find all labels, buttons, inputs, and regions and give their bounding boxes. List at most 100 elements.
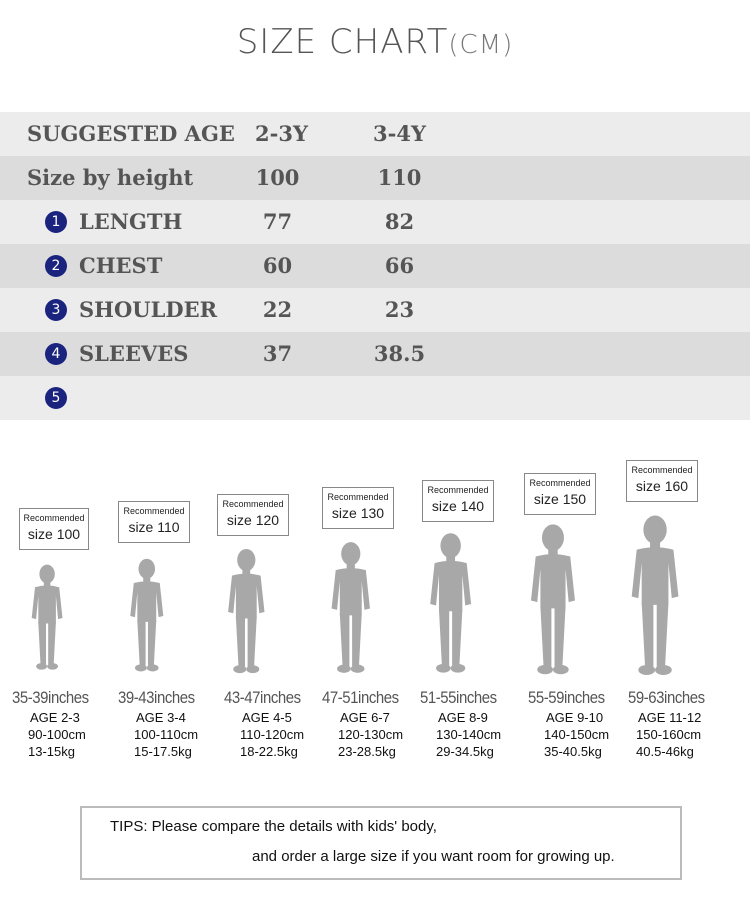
tips-line-2: and order a large size if you want room …: [252, 848, 615, 865]
recommended-label: Recommended: [631, 465, 693, 475]
title-unit: (CM): [448, 30, 514, 60]
size-info: 47-51inches AGE 6-7 120-130cm 23-28.5kg: [322, 688, 409, 759]
header-value-2: 3-4Y: [373, 121, 426, 146]
size-info: 43-47inches AGE 4-5 110-120cm 18-22.5kg: [224, 688, 311, 759]
recommended-size-box: Recommended size 150: [524, 473, 596, 515]
height-label: Size by height: [27, 165, 194, 190]
weight-kg: 40.5-46kg: [636, 744, 694, 759]
table-row: 1 LENGTH 77 82: [0, 200, 750, 244]
header-value-1: 2-3Y: [255, 121, 308, 146]
recommended-size-box: Recommended size 130: [322, 487, 394, 529]
weight-kg: 13-15kg: [28, 744, 75, 759]
tips-line-1: TIPS: Please compare the details with ki…: [110, 818, 437, 835]
tips-box: TIPS: Please compare the details with ki…: [80, 806, 682, 880]
row-number-badge: 5: [45, 387, 67, 409]
row-value-1: 22: [262, 297, 293, 322]
row-label: SHOULDER: [79, 297, 218, 322]
title-main: SIZE CHART: [236, 22, 449, 62]
row-value-1: 77: [262, 209, 293, 234]
row-value-2: 38.5: [373, 341, 426, 366]
recommended-size-box: Recommended size 120: [217, 494, 289, 536]
size-info: 51-55inches AGE 8-9 130-140cm 29-34.5kg: [420, 688, 507, 759]
recommended-label: Recommended: [123, 506, 185, 516]
row-label: CHEST: [79, 253, 163, 278]
recommended-size: size 120: [226, 512, 280, 528]
height-cm: 90-100cm: [28, 727, 86, 742]
weight-kg: 23-28.5kg: [338, 744, 396, 759]
height-inches: 59-63inches: [628, 688, 705, 707]
weight-kg: 18-22.5kg: [240, 744, 298, 759]
row-value-1: 60: [262, 253, 293, 278]
height-inches: 35-39inches: [12, 688, 89, 707]
table-row: 5: [0, 376, 750, 420]
table-row: 4 SLEEVES 37 38.5: [0, 332, 750, 376]
recommended-label: Recommended: [529, 478, 591, 488]
height-cm: 140-150cm: [544, 727, 610, 742]
recommended-size: size 150: [533, 491, 587, 507]
row-number-badge: 4: [45, 343, 67, 365]
height-row: Size by height 100 110: [0, 156, 750, 200]
child-silhouette-icon: [331, 542, 371, 673]
age-range: AGE 3-4: [136, 710, 186, 725]
height-inches: 39-43inches: [118, 688, 195, 707]
weight-kg: 29-34.5kg: [436, 744, 494, 759]
header-label: SUGGESTED AGE: [27, 121, 235, 146]
row-number-badge: 2: [45, 255, 67, 277]
age-range: AGE 9-10: [546, 710, 604, 725]
height-inches: 51-55inches: [420, 688, 497, 707]
table-row: 2 CHEST 60 66: [0, 244, 750, 288]
child-silhouette-icon: [430, 533, 472, 673]
age-range: AGE 11-12: [638, 710, 702, 725]
age-range: AGE 4-5: [242, 710, 292, 725]
size-info: 59-63inches AGE 11-12 150-160cm 40.5-46kg: [628, 688, 715, 759]
size-info: 39-43inches AGE 3-4 100-110cm 15-17.5kg: [118, 688, 205, 759]
row-value-1: 37: [262, 341, 293, 366]
recommended-size: size 100: [27, 526, 81, 542]
age-range: AGE 2-3: [30, 710, 80, 725]
child-silhouette-icon: [31, 564, 63, 670]
page-title: SIZE CHART(CM): [0, 22, 750, 62]
weight-kg: 35-40.5kg: [544, 744, 602, 759]
height-cm: 110-120cm: [240, 727, 305, 742]
child-silhouette-icon: [531, 524, 575, 675]
height-inches: 43-47inches: [224, 688, 301, 707]
recommended-size-box: Recommended size 140: [422, 480, 494, 522]
size-info: 55-59inches AGE 9-10 140-150cm 35-40.5kg: [528, 688, 615, 759]
height-cm: 130-140cm: [436, 727, 502, 742]
child-silhouette-icon: [631, 515, 679, 675]
row-number-badge: 1: [45, 211, 67, 233]
size-table: SUGGESTED AGE 2-3Y 3-4Y Size by height 1…: [0, 112, 750, 420]
size-info: 35-39inches AGE 2-3 90-100cm 13-15kg: [12, 688, 99, 759]
row-value-2: 82: [384, 209, 415, 234]
height-cm: 100-110cm: [134, 727, 199, 742]
row-label: SLEEVES: [79, 341, 189, 366]
height-value-1: 100: [255, 165, 300, 190]
child-silhouette-icon: [227, 548, 265, 674]
recommended-label: Recommended: [327, 492, 389, 502]
height-cm: 120-130cm: [338, 727, 404, 742]
recommended-size: size 160: [635, 478, 689, 494]
height-cm: 150-160cm: [636, 727, 702, 742]
recommended-label: Recommended: [427, 485, 489, 495]
recommended-size: size 110: [128, 519, 180, 535]
age-range: AGE 6-7: [340, 710, 390, 725]
recommended-size: size 140: [431, 498, 485, 514]
age-range: AGE 8-9: [438, 710, 488, 725]
row-label: LENGTH: [79, 209, 183, 234]
recommended-size-box: Recommended size 100: [19, 508, 89, 550]
recommended-size-box: Recommended size 160: [626, 460, 698, 502]
recommended-size: size 130: [331, 505, 385, 521]
height-inches: 55-59inches: [528, 688, 605, 707]
recommended-label: Recommended: [222, 499, 284, 509]
table-header-row: SUGGESTED AGE 2-3Y 3-4Y: [0, 112, 750, 156]
table-row: 3 SHOULDER 22 23: [0, 288, 750, 332]
height-inches: 47-51inches: [322, 688, 399, 707]
row-number-badge: 3: [45, 299, 67, 321]
recommended-label: Recommended: [23, 513, 85, 523]
weight-kg: 15-17.5kg: [134, 744, 192, 759]
child-silhouette-icon: [130, 558, 164, 672]
kids-size-guide: Recommended size 100 35-39inches AGE 2-3 90-…: [0, 440, 750, 770]
row-value-2: 66: [384, 253, 415, 278]
recommended-size-box: Recommended size 110: [118, 501, 190, 543]
height-value-2: 110: [377, 165, 422, 190]
